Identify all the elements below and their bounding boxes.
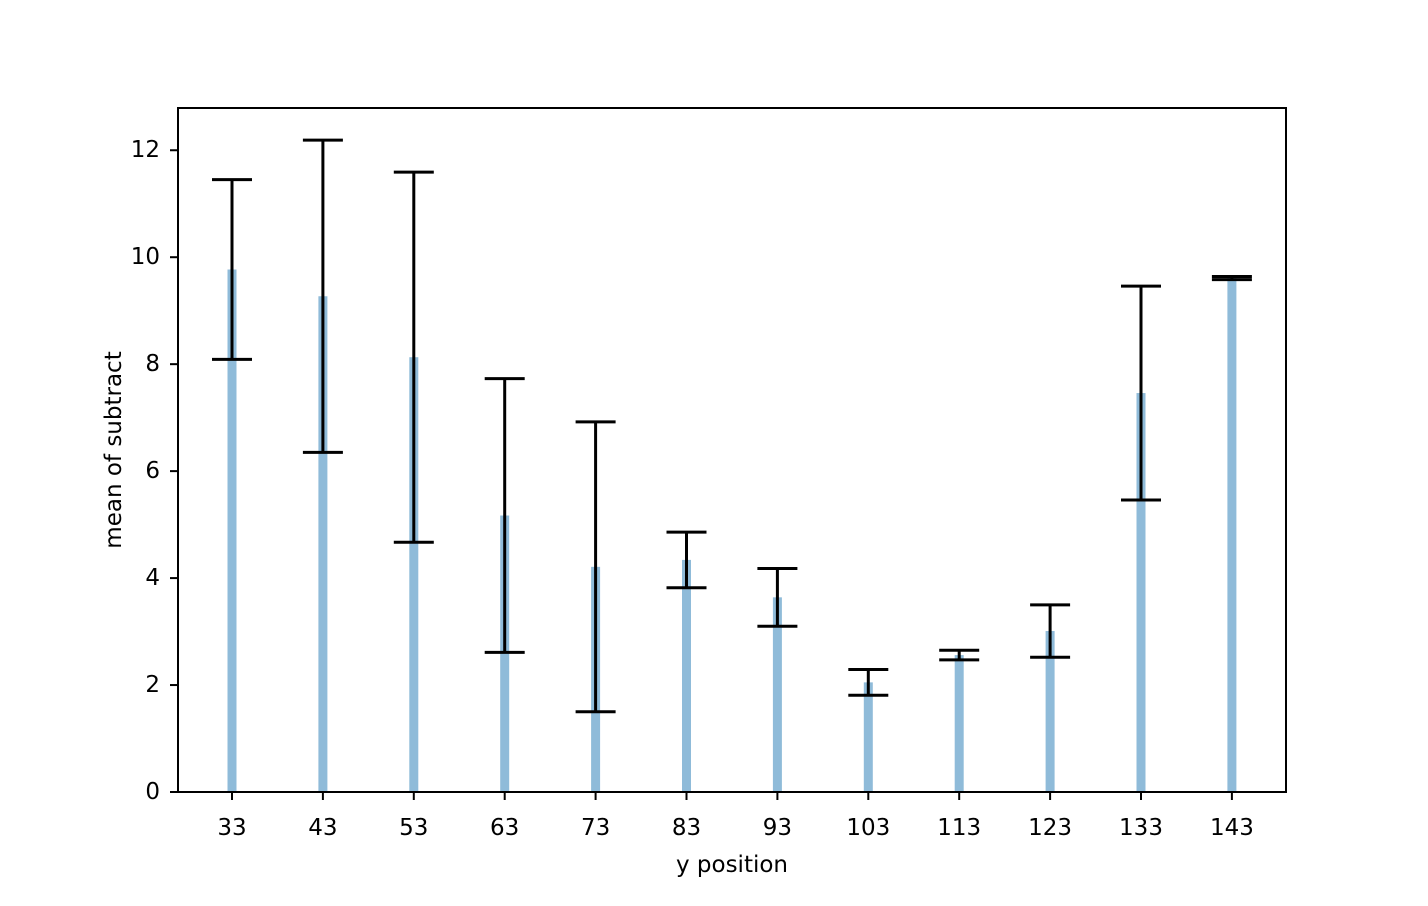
x-tick-label: 123 (1028, 815, 1072, 841)
x-tick-label: 33 (217, 815, 246, 841)
x-tick-label: 143 (1210, 815, 1254, 841)
bar (682, 559, 691, 792)
bar (954, 655, 964, 792)
bar (1045, 631, 1055, 792)
x-tick-label: 43 (308, 815, 337, 841)
bar (318, 296, 328, 792)
x-tick-label: 83 (672, 815, 701, 841)
y-tick-label: 0 (145, 779, 160, 805)
x-tick-label: 93 (763, 815, 792, 841)
x-tick-label: 53 (399, 815, 428, 841)
x-axis-label: y position (676, 852, 788, 878)
plot-area: 0 2 4 6 8 10 12 33 43 53 63 73 83 93 103 113 123 133 143 (131, 107, 1287, 841)
bar (1227, 278, 1237, 793)
y-tick-label: 2 (145, 672, 160, 698)
bar (772, 597, 782, 792)
x-tick-label: 113 (937, 815, 981, 841)
x-tick-label: 73 (581, 815, 610, 841)
y-tick-label: 12 (131, 137, 160, 163)
bar (863, 682, 873, 792)
x-tick-label: 63 (490, 815, 519, 841)
bar (409, 357, 419, 792)
y-tick-label: 8 (145, 351, 160, 377)
y-axis-label: mean of subtract (101, 351, 127, 548)
plot-spines (177, 107, 1287, 793)
y-tick-label: 10 (131, 244, 160, 270)
x-tick-label: 133 (1119, 815, 1163, 841)
y-tick-label: 4 (145, 565, 160, 591)
y-tick-label: 6 (145, 458, 160, 484)
bar (227, 269, 237, 792)
x-tick-label: 103 (846, 815, 890, 841)
bar (1136, 393, 1146, 792)
